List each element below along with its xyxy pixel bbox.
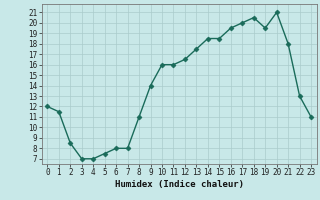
- X-axis label: Humidex (Indice chaleur): Humidex (Indice chaleur): [115, 180, 244, 189]
